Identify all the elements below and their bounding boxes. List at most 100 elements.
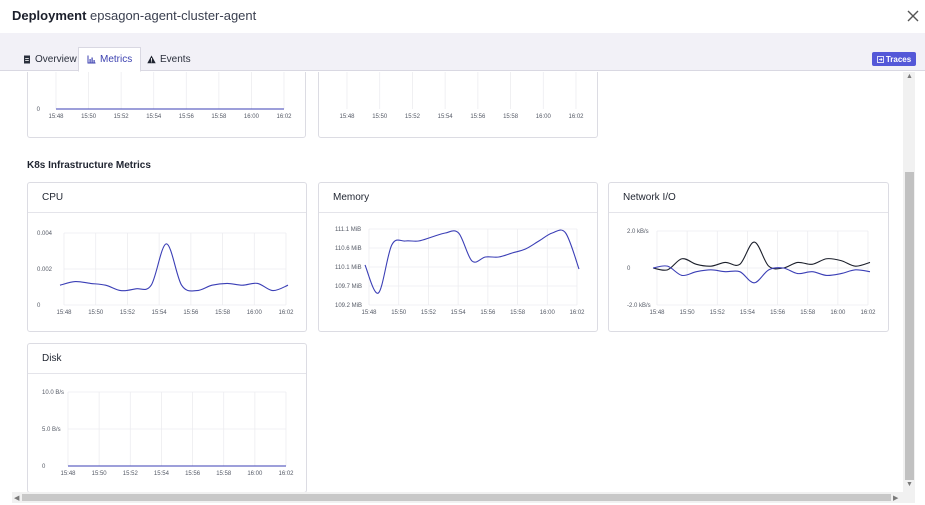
x-tick-label: 16:02 [276, 114, 292, 120]
series-line [59, 243, 289, 292]
series-line [364, 229, 580, 294]
x-tick-label: 15:56 [183, 310, 199, 316]
x-tick-label: 16:02 [278, 471, 294, 477]
y-tick-label: 0 [627, 266, 631, 272]
x-tick-label: 15:58 [800, 310, 816, 316]
x-tick-label: 15:48 [361, 310, 377, 316]
tab-metrics-label: Metrics [100, 54, 133, 65]
scroll-down-icon[interactable]: ▼ [906, 481, 913, 488]
x-tick-label: 15:52 [405, 114, 421, 120]
x-tick-label: 15:56 [185, 471, 201, 477]
x-tick-label: 15:54 [451, 310, 467, 316]
warning-icon [147, 55, 156, 63]
x-tick-label: 15:54 [740, 310, 756, 316]
title-kind: Deployment [12, 8, 87, 23]
x-tick-label: 16:02 [568, 114, 584, 120]
memory-card: Memory 15:48 15:50 15:52 15:54 15:56 15:58 16:… [318, 182, 598, 332]
title-resource-name: epsagon-agent-cluster-agent [90, 8, 257, 23]
x-tick-label: 15:54 [438, 114, 454, 120]
top-chart-card-right: 15:48 15:50 15:52 15:54 15:56 15:58 16:00 16:02 [318, 72, 598, 138]
document-icon [24, 55, 30, 63]
disk-title: Disk [42, 353, 62, 364]
x-tick-label: 15:48 [649, 310, 665, 316]
tab-events[interactable]: Events [139, 47, 199, 71]
x-tick-label: 16:02 [278, 310, 294, 316]
x-tick-label: 15:58 [503, 114, 519, 120]
x-tick-label: 15:56 [770, 310, 786, 316]
external-link-icon [876, 55, 884, 63]
y-tick-label: 0.002 [37, 267, 53, 273]
y-tick-label: -2.0 kB/s [627, 303, 651, 309]
y-tick-label: 0 [42, 464, 46, 470]
x-tick-label: 15:54 [154, 471, 170, 477]
x-tick-label: 15:50 [391, 310, 407, 316]
y-tick-label: 110.1 MiB [335, 265, 362, 271]
y-tick-label: 109.2 MiB [335, 303, 362, 309]
page-title: Deployment epsagon-agent-cluster-agent [12, 8, 256, 23]
memory-title: Memory [333, 192, 370, 203]
scroll-left-icon[interactable]: ◀ [14, 495, 20, 502]
y-tick-label: 5.0 B/s [42, 427, 61, 433]
x-tick-label: 15:58 [216, 471, 232, 477]
scroll-up-icon[interactable]: ▲ [906, 73, 913, 80]
x-tick-label: 15:56 [480, 310, 496, 316]
tab-bar: Overview Metrics Events [0, 33, 925, 72]
scroll-right-icon[interactable]: ▶ [893, 495, 899, 502]
x-tick-label: 15:50 [88, 310, 104, 316]
top-chart-left: 15:48 15:50 15:52 15:54 15:56 15:58 16:00 16:02… [37, 72, 292, 120]
x-tick-label: 15:50 [81, 114, 97, 120]
tab-metrics[interactable]: Metrics [78, 47, 142, 72]
x-tick-label: 16:00 [247, 310, 263, 316]
y-tick-label: 5 [37, 72, 41, 74]
x-tick-label: 16:02 [860, 310, 876, 316]
y-tick-label: 110.6 MiB [335, 246, 362, 252]
traces-label: Traces [885, 54, 912, 64]
chart-icon [87, 55, 96, 64]
x-tick-label: 16:00 [247, 471, 263, 477]
x-tick-label: 16:00 [830, 310, 846, 316]
x-tick-label: 15:56 [179, 114, 195, 120]
dialog-header: Deployment epsagon-agent-cluster-agent [0, 0, 925, 33]
y-tick-label: 0.004 [37, 231, 53, 237]
section-title: K8s Infrastructure Metrics [27, 160, 151, 171]
y-tick-label: 0 [37, 107, 41, 113]
memory-chart: 15:48 15:50 15:52 15:54 15:56 15:58 16:00 16:02… [335, 227, 585, 316]
x-tick-label: 15:52 [120, 310, 136, 316]
x-tick-label: 15:48 [48, 114, 64, 120]
network-chart: 15:48 15:50 15:52 15:54 15:56 15:58 16:00 16:02… [627, 229, 876, 316]
network-card: Network I/O 15:48 15:50 15:52 15:54 15:56 15:… [608, 182, 889, 332]
x-tick-label: 15:52 [114, 114, 130, 120]
x-tick-label: 15:58 [215, 310, 231, 316]
top-chart-card-left: 15:48 15:50 15:52 15:54 15:56 15:58 16:00 16:02… [27, 72, 306, 138]
tab-events-label: Events [160, 53, 191, 65]
traces-button[interactable]: Traces [872, 52, 916, 66]
x-tick-label: 15:56 [470, 114, 486, 120]
x-tick-label: 15:52 [123, 471, 139, 477]
y-tick-label: 109.7 MiB [335, 284, 362, 290]
x-tick-label: 15:50 [680, 310, 696, 316]
x-tick-label: 15:50 [372, 114, 388, 120]
x-tick-label: 16:00 [244, 114, 260, 120]
tab-overview[interactable]: Overview [15, 47, 85, 71]
disk-chart: 15:48 15:50 15:52 15:54 15:56 15:58 16:00 16:02… [42, 390, 294, 477]
x-tick-label: 16:00 [536, 114, 552, 120]
disk-card: Disk 15:48 15:50 15:52 15:54 15:56 15:58 16:00… [27, 343, 307, 492]
x-tick-label: 15:50 [92, 471, 108, 477]
x-tick-label: 15:58 [510, 310, 526, 316]
x-tick-label: 15:54 [146, 114, 162, 120]
horizontal-scroll-thumb[interactable] [22, 494, 891, 501]
vertical-scroll-thumb[interactable] [905, 172, 914, 480]
series-line [652, 265, 871, 284]
x-tick-label: 15:52 [421, 310, 437, 316]
x-tick-label: 15:48 [60, 471, 76, 477]
x-tick-label: 15:54 [152, 310, 168, 316]
x-tick-label: 15:58 [211, 114, 227, 120]
top-chart-right: 15:48 15:50 15:52 15:54 15:56 15:58 16:00 16:02 [339, 72, 584, 120]
x-tick-label: 16:02 [569, 310, 585, 316]
close-icon[interactable] [904, 7, 922, 25]
metrics-panel: 15:48 15:50 15:52 15:54 15:56 15:58 16:00 16:02… [12, 72, 902, 492]
x-tick-label: 15:48 [339, 114, 355, 120]
tab-overview-label: Overview [35, 53, 77, 65]
y-tick-label: 0 [37, 303, 41, 309]
x-tick-label: 16:00 [540, 310, 556, 316]
